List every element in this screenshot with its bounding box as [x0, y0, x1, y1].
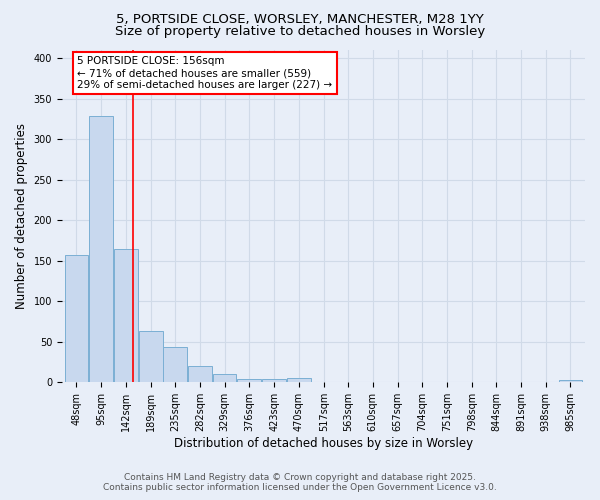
Text: Size of property relative to detached houses in Worsley: Size of property relative to detached ho…	[115, 25, 485, 38]
Bar	[65, 255, 88, 382]
Bar	[213, 374, 236, 382]
Text: 5, PORTSIDE CLOSE, WORSLEY, MANCHESTER, M28 1YY: 5, PORTSIDE CLOSE, WORSLEY, MANCHESTER, …	[116, 12, 484, 26]
Bar	[163, 348, 187, 382]
Text: Contains HM Land Registry data © Crown copyright and database right 2025.
Contai: Contains HM Land Registry data © Crown c…	[103, 473, 497, 492]
Bar	[559, 380, 583, 382]
Bar	[188, 366, 212, 382]
Y-axis label: Number of detached properties: Number of detached properties	[15, 123, 28, 309]
Bar	[238, 379, 261, 382]
Bar	[262, 379, 286, 382]
Bar	[287, 378, 311, 382]
Text: 5 PORTSIDE CLOSE: 156sqm
← 71% of detached houses are smaller (559)
29% of semi-: 5 PORTSIDE CLOSE: 156sqm ← 71% of detach…	[77, 56, 332, 90]
Bar	[114, 248, 138, 382]
X-axis label: Distribution of detached houses by size in Worsley: Distribution of detached houses by size …	[174, 437, 473, 450]
Bar	[89, 116, 113, 382]
Bar	[139, 332, 163, 382]
